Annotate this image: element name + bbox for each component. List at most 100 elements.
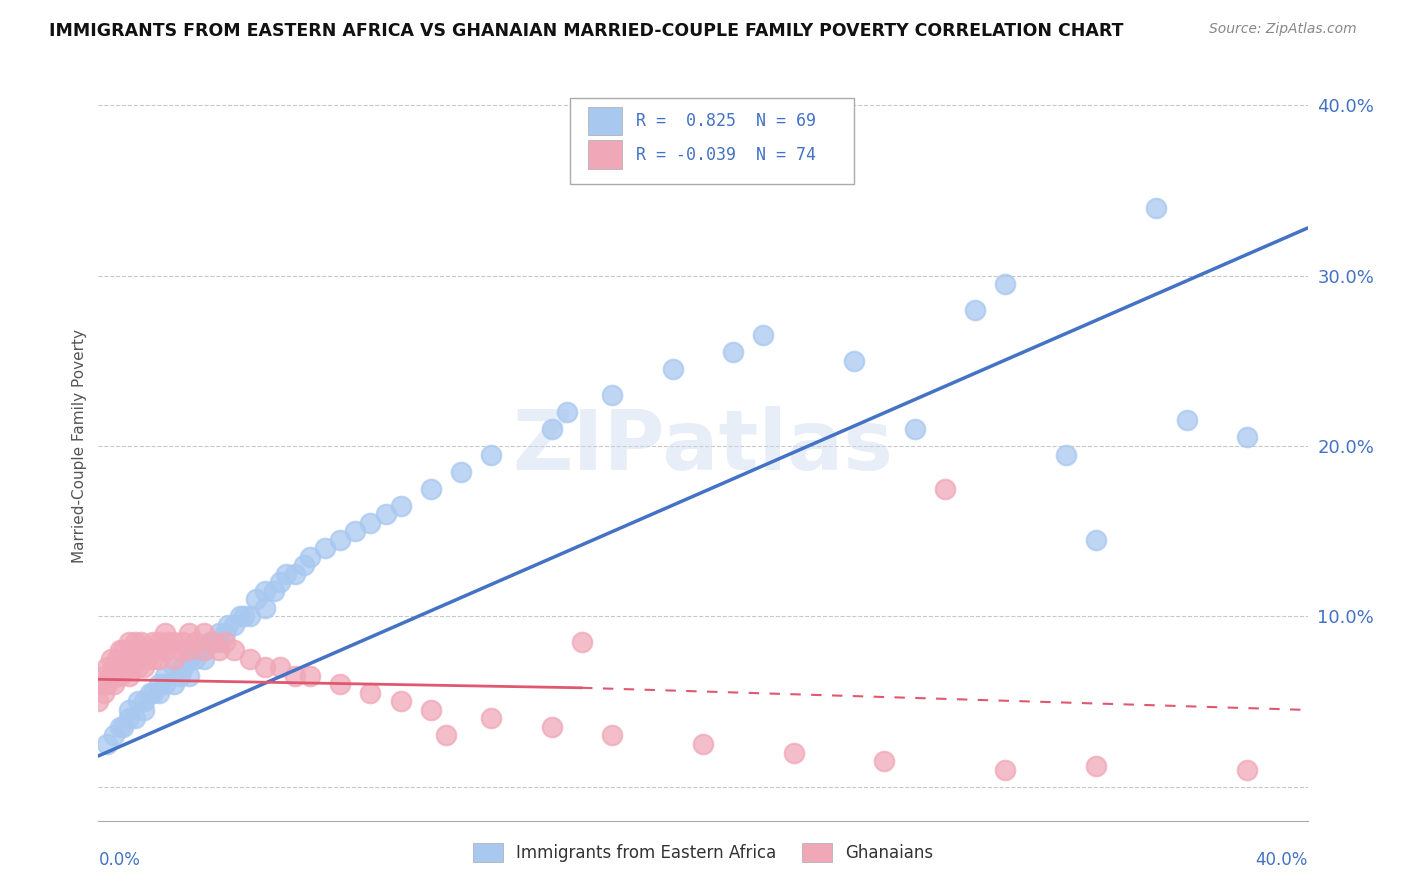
Text: 40.0%: 40.0% <box>1256 851 1308 870</box>
Point <box>111 643 134 657</box>
Point <box>540 720 562 734</box>
Point <box>124 652 146 666</box>
Point <box>148 652 170 666</box>
Point <box>873 754 896 768</box>
Point <box>187 643 209 657</box>
Point <box>208 643 231 657</box>
Point <box>193 626 215 640</box>
Point <box>153 643 176 657</box>
Point <box>292 558 315 573</box>
Point <box>172 660 194 674</box>
Point <box>90 677 112 691</box>
Point <box>344 524 367 538</box>
Point <box>169 669 191 683</box>
Point <box>132 694 155 708</box>
Point <box>965 302 987 317</box>
Text: IMMIGRANTS FROM EASTERN AFRICA VS GHANAIAN MARRIED-COUPLE FAMILY POVERTY CORRELA: IMMIGRANTS FROM EASTERN AFRICA VS GHANAI… <box>49 22 1123 40</box>
Point <box>114 660 136 674</box>
Point <box>111 720 134 734</box>
Point <box>163 677 186 691</box>
Point <box>374 507 396 521</box>
Point <box>208 635 231 649</box>
Point <box>540 422 562 436</box>
Point <box>389 694 412 708</box>
Point <box>752 328 775 343</box>
Point <box>1085 533 1108 547</box>
Point <box>692 737 714 751</box>
Point <box>1144 201 1167 215</box>
Text: R =  0.825  N = 69: R = 0.825 N = 69 <box>637 112 817 130</box>
Point <box>253 600 276 615</box>
FancyBboxPatch shape <box>588 140 621 169</box>
Point <box>1236 763 1258 777</box>
Point <box>127 660 149 674</box>
Point <box>994 277 1017 292</box>
Point <box>202 635 225 649</box>
Point <box>132 660 155 674</box>
Point <box>139 686 162 700</box>
Point <box>193 643 215 657</box>
Point <box>142 635 165 649</box>
Point <box>153 669 176 683</box>
Point <box>481 448 503 462</box>
Point <box>269 660 291 674</box>
FancyBboxPatch shape <box>588 106 621 135</box>
Point <box>148 635 170 649</box>
Point <box>93 686 115 700</box>
Point <box>132 703 155 717</box>
Point <box>263 583 285 598</box>
Point <box>723 345 745 359</box>
Point <box>1054 448 1077 462</box>
Point <box>253 583 276 598</box>
Point <box>1085 759 1108 773</box>
Point <box>96 660 118 674</box>
Point <box>127 643 149 657</box>
Point <box>163 635 186 649</box>
Point <box>153 626 176 640</box>
Point <box>179 669 201 683</box>
Point <box>118 711 141 725</box>
Point <box>329 533 352 547</box>
Point <box>284 669 307 683</box>
Point <box>179 652 201 666</box>
Point <box>87 694 110 708</box>
Y-axis label: Married-Couple Family Poverty: Married-Couple Family Poverty <box>72 329 87 563</box>
Point <box>994 763 1017 777</box>
Point <box>193 643 215 657</box>
Point <box>118 669 141 683</box>
Point <box>360 516 382 530</box>
Point <box>163 660 186 674</box>
Point <box>269 575 291 590</box>
Point <box>208 626 231 640</box>
Point <box>108 720 131 734</box>
Point <box>193 652 215 666</box>
Point <box>148 677 170 691</box>
Point <box>1175 413 1198 427</box>
Point <box>103 660 125 674</box>
Point <box>389 499 412 513</box>
Point <box>253 660 276 674</box>
Point <box>245 592 267 607</box>
Point <box>153 677 176 691</box>
Point <box>100 652 122 666</box>
Legend: Immigrants from Eastern Africa, Ghanaians: Immigrants from Eastern Africa, Ghanaian… <box>467 836 939 869</box>
Point <box>156 635 179 649</box>
Point <box>103 729 125 743</box>
Point <box>111 660 134 674</box>
Point <box>1236 430 1258 444</box>
Point <box>555 405 578 419</box>
Text: 0.0%: 0.0% <box>98 851 141 870</box>
FancyBboxPatch shape <box>569 97 855 184</box>
Point <box>103 677 125 691</box>
Point <box>200 635 222 649</box>
Point <box>299 669 322 683</box>
Point <box>129 652 152 666</box>
Point <box>142 652 165 666</box>
Point <box>602 388 624 402</box>
Point <box>450 465 472 479</box>
Point <box>229 609 252 624</box>
Point <box>844 354 866 368</box>
Point <box>360 686 382 700</box>
Point <box>602 729 624 743</box>
Point <box>214 635 236 649</box>
